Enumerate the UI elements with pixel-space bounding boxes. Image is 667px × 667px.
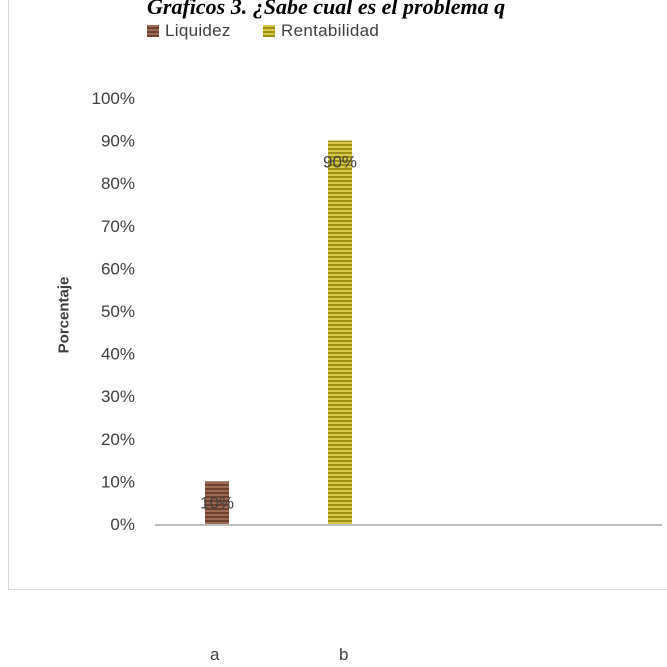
legend-swatch-liquidez xyxy=(147,25,159,37)
bar-liquidez-a xyxy=(205,481,229,524)
y-tick-label: 10% xyxy=(101,472,135,491)
y-tick-label: 20% xyxy=(101,430,135,449)
y-tick-label: 30% xyxy=(101,387,135,406)
y-tick-label: 100% xyxy=(92,89,135,108)
chart-title: Graficos 3. ¿Sabe cual es el problema q xyxy=(147,0,506,19)
legend-label-rentabilidad: Rentabilidad xyxy=(281,21,380,40)
x-tick-label-a: a xyxy=(210,645,220,664)
y-tick-label: 0% xyxy=(110,515,135,534)
legend-item-liquidez: Liquidez xyxy=(147,21,231,41)
legend-label-liquidez: Liquidez xyxy=(165,21,231,40)
data-label-liquidez: 10% xyxy=(200,493,234,512)
y-tick-label: 90% xyxy=(101,132,135,151)
y-tick-label: 60% xyxy=(101,259,135,278)
y-tick-label: 80% xyxy=(101,174,135,193)
x-tick-label-b: b xyxy=(339,645,349,664)
legend-swatch-rentabilidad xyxy=(263,25,275,37)
y-tick-label: 40% xyxy=(101,345,135,364)
bar-rentabilidad-b xyxy=(328,140,352,524)
y-tick-label: 70% xyxy=(101,217,135,236)
legend-item-rentabilidad: Rentabilidad xyxy=(263,21,379,41)
y-tick-label: 50% xyxy=(101,302,135,321)
data-label-rentabilidad: 90% xyxy=(323,153,357,172)
